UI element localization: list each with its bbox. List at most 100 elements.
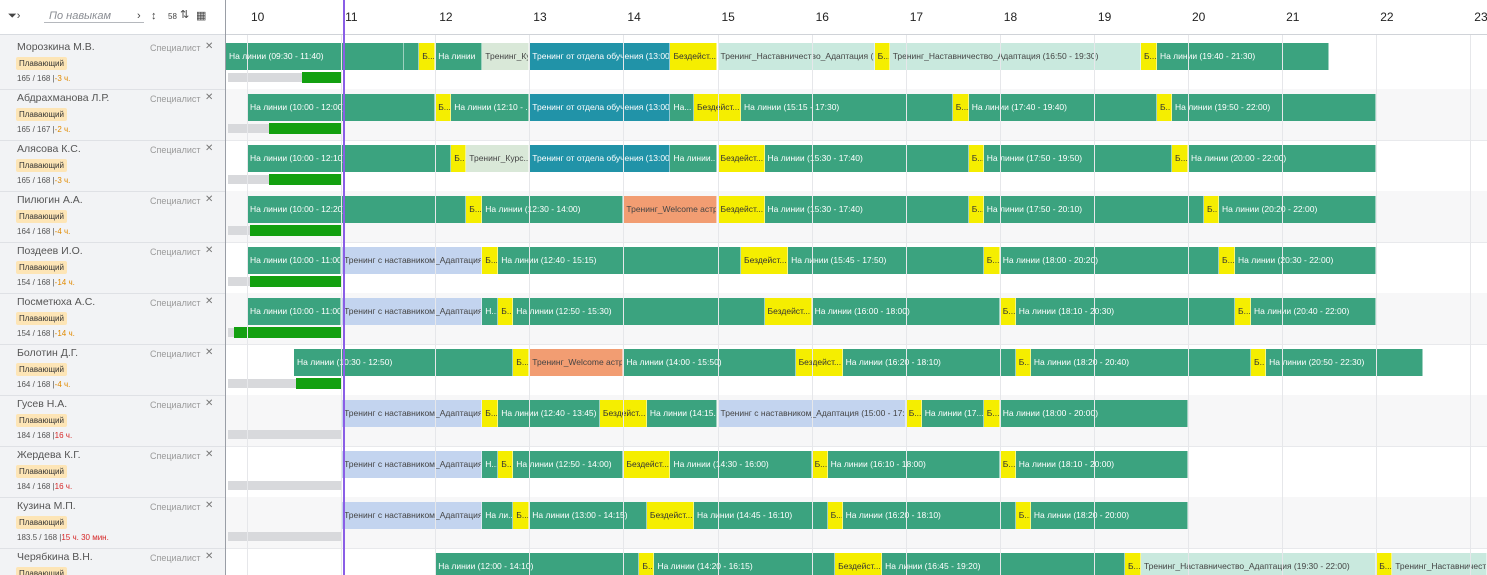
shift-segment-idle[interactable]: Б...: [1251, 349, 1267, 376]
employee-row[interactable]: Гусев Н.А. Специалист ✕ Плавающий 184 / 168 …: [0, 395, 225, 447]
shift-segment-idle[interactable]: Б...: [482, 400, 499, 427]
shift-segment-on-line[interactable]: На линии (14:15...: [646, 400, 718, 427]
shift-segment-on-line[interactable]: На ли...: [482, 502, 514, 529]
remove-icon[interactable]: ✕: [205, 194, 214, 205]
shift-segment-idle[interactable]: Б...: [482, 247, 499, 274]
shift-segment-on-line[interactable]: На линии (17:40 - 19:40): [968, 94, 1157, 121]
shift-segment-on-line[interactable]: На линии (20:20 - 22:00): [1219, 196, 1377, 223]
shift-segment-idle[interactable]: Б...: [952, 94, 969, 121]
shift-segment-idle[interactable]: Б...: [451, 145, 467, 172]
remove-icon[interactable]: ✕: [205, 398, 214, 409]
shift-segment-training[interactable]: Тренинг_Курс...: [482, 43, 530, 70]
shift-segment-on-line[interactable]: На линии (15:45 - 17:50): [788, 247, 984, 274]
shift-segment-on-line[interactable]: На...: [670, 94, 694, 121]
shift-segment-on-line[interactable]: На линии (12:40 - 15:15): [498, 247, 741, 274]
employee-row[interactable]: Абдрахманова Л.Р. Специалист ✕ Плавающий 165…: [0, 89, 225, 141]
shift-segment-on-line[interactable]: [404, 43, 420, 70]
shift-segment-mentor2[interactable]: Тренинг с наставником_Адаптация ...: [341, 400, 483, 427]
chevron-right-icon[interactable]: ›: [137, 10, 141, 22]
remove-icon[interactable]: ✕: [205, 551, 214, 562]
shift-segment-idle[interactable]: Б...: [1156, 94, 1172, 121]
shift-segment-idle[interactable]: Бездейст...: [717, 145, 765, 172]
shift-segment-idle[interactable]: Б...: [983, 400, 1000, 427]
shift-segment-on-line[interactable]: На линии (18:00 - 20:20): [999, 247, 1220, 274]
employee-row[interactable]: Болотин Д.Г. Специалист ✕ Плавающий 164 / 16…: [0, 344, 225, 396]
shift-segment-welcome[interactable]: Тренинг_Welcome астр...: [529, 349, 624, 376]
remove-icon[interactable]: ✕: [205, 41, 214, 52]
shift-segment-on-line[interactable]: На линии (12:10 - ...: [451, 94, 530, 121]
shift-segment-mentor2[interactable]: Тренинг с наставником_Адаптация ...: [341, 451, 483, 478]
calendar-icon[interactable]: ▦: [196, 10, 207, 22]
shift-segment-idle[interactable]: Б...: [983, 247, 1000, 274]
shift-segment-on-line[interactable]: На линии (17:50 - 19:50): [983, 145, 1172, 172]
shift-segment-idle[interactable]: Б...: [1235, 298, 1252, 325]
shift-segment-idle[interactable]: Б...: [1203, 196, 1220, 223]
shift-segment-idle[interactable]: Б...: [1140, 43, 1157, 70]
shift-segment-on-line[interactable]: На линии (12:50 - 14:00): [513, 451, 624, 478]
shift-segment-idle[interactable]: Б...: [874, 43, 890, 70]
remove-icon[interactable]: ✕: [205, 347, 214, 358]
employee-row[interactable]: Поздеев И.О. Специалист ✕ Плавающий 154 / 16…: [0, 242, 225, 294]
shift-segment-on-line[interactable]: На линии (14:30 - 16:00): [670, 451, 812, 478]
shift-segment-on-line[interactable]: На линии (16:20 - 18:10): [842, 349, 1016, 376]
shift-segment-dept[interactable]: Тренинг от отдела обучения (13:00 - ...: [529, 94, 671, 121]
shift-segment-on-line[interactable]: На линии (10:30 - 12:50): [294, 349, 514, 376]
shift-segment-welcome[interactable]: Тренинг_Welcome астр...: [623, 196, 718, 223]
shift-segment-on-line[interactable]: На линии (12:00 - 14:10): [435, 553, 640, 575]
shift-segment-idle[interactable]: Б...: [999, 451, 1016, 478]
shift-segment-dept[interactable]: Тренинг от отдела обучения (13:00 - ...: [529, 145, 671, 172]
shift-segment-on-line[interactable]: На линии (10:00 - 12:10): [247, 145, 452, 172]
shift-segment-on-line[interactable]: Н...: [482, 298, 499, 325]
shift-segment-idle[interactable]: Бездейст...: [717, 196, 765, 223]
shift-segment-on-line[interactable]: На линии (14:00 - 15:50): [623, 349, 796, 376]
shift-segment-on-line[interactable]: На линии (10:00 - 11:00): [247, 247, 342, 274]
shift-segment-idle[interactable]: Б...: [466, 196, 483, 223]
shift-segment-on-line[interactable]: На линии (19:50 - 22:00): [1172, 94, 1377, 121]
sort-icon[interactable]: ↕: [151, 10, 157, 22]
shift-segment-on-line[interactable]: На линии (20:40 - 22:00): [1251, 298, 1377, 325]
shift-segment-idle[interactable]: Б...: [1015, 502, 1031, 529]
shift-segment-idle[interactable]: Б...: [968, 145, 984, 172]
shift-segment-mentor[interactable]: Тренинг_Наставничество_Адаптация (1...: [717, 43, 875, 70]
shift-segment-on-line[interactable]: На линии (18:10 - 20:00): [1015, 451, 1188, 478]
shift-segment-mentor2[interactable]: Тренинг с наставником_Адаптация ...: [341, 502, 483, 529]
remove-icon[interactable]: ✕: [205, 245, 214, 256]
shift-segment-on-line[interactable]: На линии (15:15 - 17:30): [741, 94, 953, 121]
shift-segment-on-line[interactable]: На линии (10:00 - 12:20): [247, 196, 467, 223]
shift-segment-on-line[interactable]: На линии (16:45 - 19:20): [882, 553, 1125, 575]
employee-row[interactable]: Морозкина М.В. Специалист ✕ Плавающий 165 / …: [0, 38, 225, 90]
shift-segment-mentor2[interactable]: Тренинг с наставником_Адаптация ...: [341, 298, 483, 325]
remove-icon[interactable]: ✕: [205, 500, 214, 511]
shift-segment-idle[interactable]: Б...: [999, 298, 1016, 325]
shift-segment-idle[interactable]: Б...: [811, 451, 828, 478]
shift-segment-idle[interactable]: Б...: [905, 400, 922, 427]
shift-segment-on-line[interactable]: На линии (20:50 - 22:30): [1266, 349, 1424, 376]
shift-segment-idle[interactable]: Бездейст...: [795, 349, 843, 376]
shift-segment-mentor[interactable]: Тренинг_Наставничество_Адаптация (19:30 …: [1140, 553, 1377, 575]
shift-segment-idle[interactable]: Б...: [1219, 247, 1236, 274]
shift-segment-idle[interactable]: Б...: [498, 298, 514, 325]
clear-sort-icon[interactable]: ⇅: [180, 9, 190, 21]
shift-segment-idle[interactable]: Б...: [827, 502, 843, 529]
remove-icon[interactable]: ✕: [205, 92, 214, 103]
shift-segment-idle[interactable]: Б...: [968, 196, 984, 223]
shift-segment-on-line[interactable]: На линии (16:20 - 18:10): [842, 502, 1016, 529]
shift-segment-idle[interactable]: Б...: [1124, 553, 1141, 575]
shift-segment-on-line[interactable]: На линии (18:10 - 20:30): [1015, 298, 1236, 325]
shift-segment-idle[interactable]: Бездейст...: [623, 451, 671, 478]
shift-segment-on-line[interactable]: На линии: [435, 43, 483, 70]
employee-row[interactable]: Черябкина В.Н. Специалист ✕ Плавающий: [0, 548, 225, 575]
shift-segment-dept[interactable]: Тренинг от отдела обучения (13:00 - ...: [529, 43, 671, 70]
shift-segment-idle[interactable]: Бездейст...: [646, 502, 694, 529]
employee-row[interactable]: Кузина М.П. Специалист ✕ Плавающий 183.5 / 1…: [0, 497, 225, 549]
shift-segment-on-line[interactable]: На линии (14:45 - 16:10): [693, 502, 828, 529]
employee-row[interactable]: Алясова К.С. Специалист ✕ Плавающий 165 / 16…: [0, 140, 225, 192]
shift-segment-on-line[interactable]: На линии (14:20 - 16:15): [654, 553, 836, 575]
shift-segment-idle[interactable]: Б...: [1376, 553, 1393, 575]
shift-segment-on-line[interactable]: Н...: [482, 451, 499, 478]
shift-segment-mentor[interactable]: Тренинг_Наставничество...: [1392, 553, 1487, 575]
shift-segment-idle[interactable]: Б...: [639, 553, 655, 575]
remove-icon[interactable]: ✕: [205, 449, 214, 460]
shift-segment-mentor2[interactable]: Тренинг с наставником_Адаптация ...: [341, 247, 483, 274]
shift-segment-on-line[interactable]: На линии (20:30 - 22:00): [1235, 247, 1377, 274]
